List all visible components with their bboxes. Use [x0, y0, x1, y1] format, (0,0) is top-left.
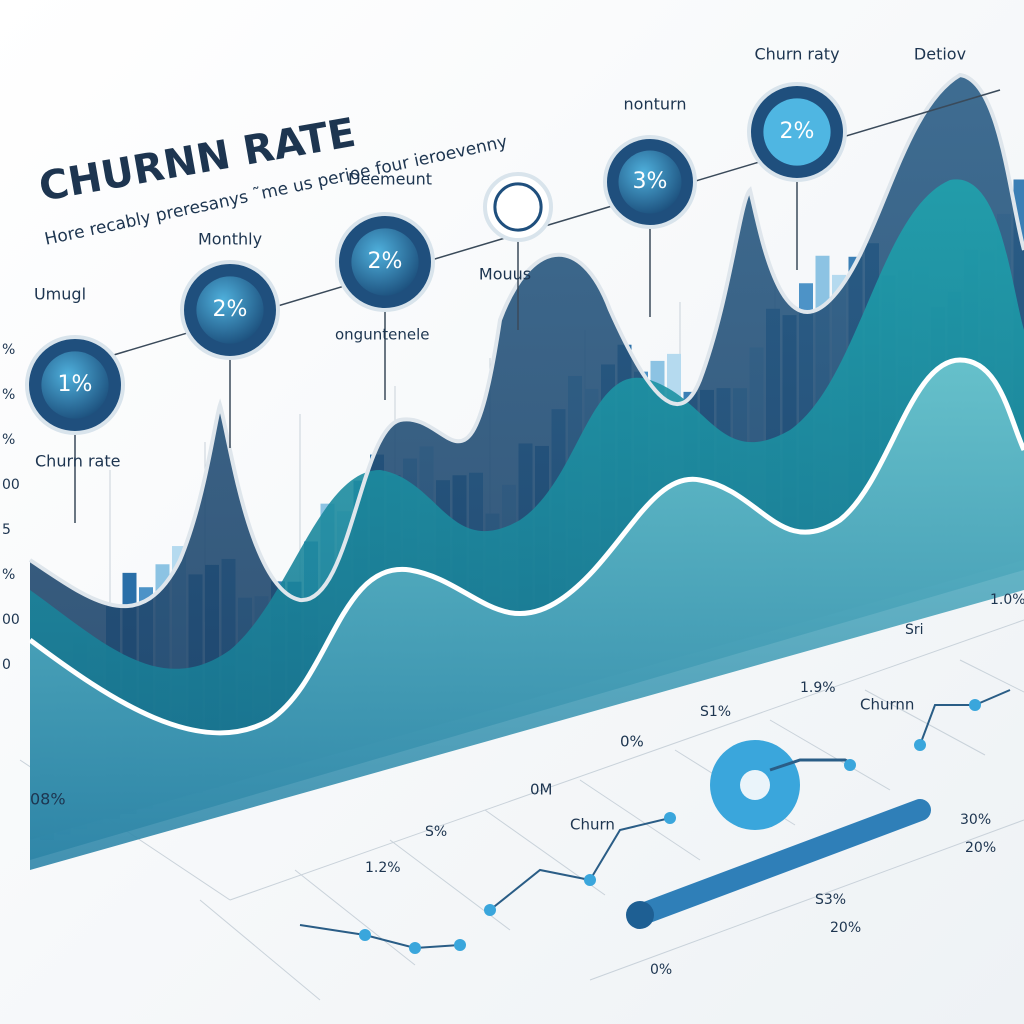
slider-knob[interactable] [626, 901, 654, 929]
floor-label: 08% [30, 790, 66, 809]
slider[interactable] [629, 799, 931, 926]
bubble-core [618, 150, 682, 214]
floor-label: 1.0% [990, 592, 1024, 608]
grid-line [579, 779, 701, 861]
grid-line [864, 689, 986, 756]
bubble-core [763, 98, 831, 166]
grid-line [959, 659, 1024, 693]
floor-label: Churn [570, 816, 615, 834]
bubble-label: Umugl [34, 285, 86, 304]
floor-label: Churnn [860, 696, 914, 714]
floor-label: 0M [530, 781, 553, 799]
floor-label: S% [425, 824, 447, 840]
grid-line [199, 899, 321, 1001]
floor-label: 1.9% [800, 680, 836, 696]
floor-label: 30% [960, 812, 991, 828]
bubble-core [41, 351, 109, 419]
axis-label: % [2, 567, 15, 583]
bubble-value: 2% [368, 249, 403, 274]
bubble-label: Mouus [479, 265, 531, 284]
floor-label: Sri [905, 622, 924, 638]
bubble-label: Monthly [198, 230, 262, 249]
floor-label: 20% [965, 840, 996, 856]
floor-label: S1% [700, 704, 731, 720]
bubble-core [351, 228, 419, 296]
axis-label: 0 [2, 657, 11, 673]
grid-line [294, 869, 416, 966]
bubble-group: Umugl 1% Monthly 2% Deemeunt 2% Mouus nonturn 3%… [25, 45, 966, 523]
bubble-label: nonturn [624, 95, 687, 114]
bubble-value: 2% [780, 119, 815, 144]
floor-label: 0% [620, 733, 644, 751]
floor-widgets [299, 689, 1011, 954]
grid-line [589, 819, 1024, 981]
floor-label: 0% [650, 962, 672, 978]
axis-label: 00 [2, 612, 20, 628]
bubble-value: 2% [213, 297, 248, 322]
bubble-label: Deemeunt [348, 170, 432, 189]
floor-label: Churn rate [35, 452, 120, 471]
grid-line [769, 719, 891, 791]
bubble-label: Detiov [914, 45, 966, 64]
label-group: Churn rate onguntenele 08% 0M 0% S1% 1.9% Sri 1.… [2, 326, 1024, 979]
floor-label: 1.2% [365, 860, 401, 876]
axis-label: % [2, 387, 15, 403]
wave-layers [28, 72, 1024, 870]
floor-label: S3% [815, 892, 846, 908]
bubble-core [196, 276, 264, 344]
bubble-label: Churn raty [754, 45, 839, 64]
axis-label: 5 [2, 522, 11, 538]
bubble-value: 1% [58, 372, 93, 397]
bubble-value: 3% [633, 169, 668, 194]
floor-label: 20% [830, 920, 861, 936]
axis-label: % [2, 432, 15, 448]
dial-hub [740, 770, 770, 800]
bubble-core [493, 182, 543, 232]
grid-line [229, 619, 1024, 901]
floor-label: onguntenele [335, 326, 429, 344]
axis-label: % [2, 342, 15, 358]
axis-label: 00 [2, 477, 20, 493]
